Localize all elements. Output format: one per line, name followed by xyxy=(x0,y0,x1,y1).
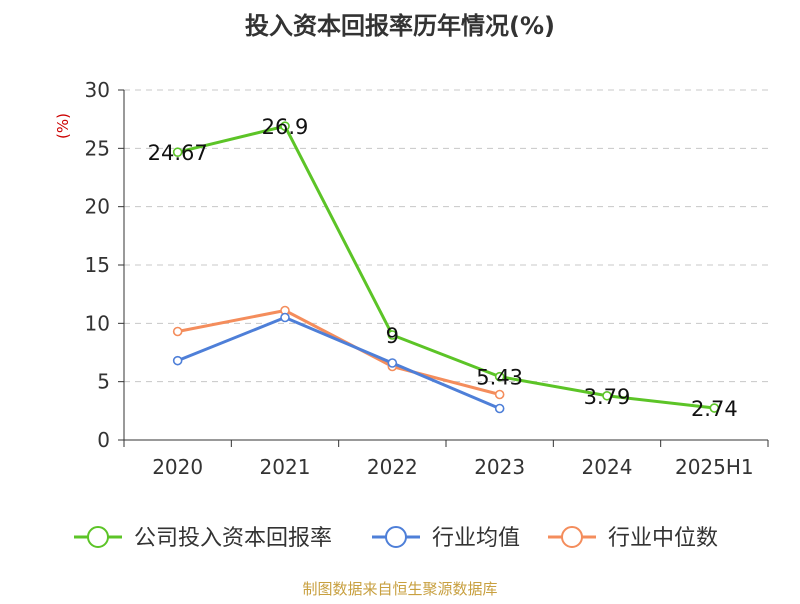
series-0 xyxy=(172,121,720,413)
y-tick-label: 5 xyxy=(97,370,110,394)
data-point xyxy=(387,330,398,340)
data-point xyxy=(387,358,398,368)
data-label: 26.9 xyxy=(262,115,309,139)
y-tick-label: 30 xyxy=(85,78,110,102)
data-point xyxy=(494,371,505,382)
data-point xyxy=(494,389,505,400)
series-line xyxy=(177,316,501,410)
data-label: 3.79 xyxy=(584,385,631,409)
legend-marker xyxy=(561,526,583,548)
data-point xyxy=(709,403,720,413)
x-tick-label: 2024 xyxy=(582,455,633,479)
x-tick-label: 2020 xyxy=(152,455,203,479)
legend-item[interactable]: 行业均值 xyxy=(372,526,520,551)
x-tick-labels: 2020 2021 2022 2023 2024 2025H1 xyxy=(152,455,753,479)
x-tick-label: 2025H1 xyxy=(675,455,754,479)
x-tick-label: 2023 xyxy=(474,455,525,479)
y-tick-label: 0 xyxy=(97,428,110,452)
series-1 xyxy=(172,312,505,414)
axes xyxy=(123,90,769,447)
data-point xyxy=(172,147,183,157)
y-tick-label: 20 xyxy=(85,195,110,219)
source-note: 制图数据来自恒生聚源数据库 xyxy=(302,580,497,598)
chart-title: 投入资本回报率历年情况(%) xyxy=(245,12,555,40)
data-label: 5.43 xyxy=(476,366,523,390)
series-line xyxy=(177,124,715,410)
legend-item[interactable]: 公司投入资本回报率 xyxy=(74,526,332,551)
legend-marker xyxy=(385,526,407,548)
y-tick-label: 10 xyxy=(85,311,110,335)
data-label: 24.67 xyxy=(148,141,208,165)
data-point xyxy=(494,403,505,414)
data-point xyxy=(602,390,612,401)
series-lines xyxy=(172,121,720,414)
data-point xyxy=(172,355,183,366)
legend-marker xyxy=(87,526,109,548)
x-tick-label: 2022 xyxy=(367,455,418,479)
series-2 xyxy=(172,305,505,400)
x-tick-label: 2021 xyxy=(260,455,311,479)
legend[interactable]: 公司投入资本回报率 行业均值 行业中位数 xyxy=(74,526,718,551)
legend-label: 行业中位数 xyxy=(608,526,718,551)
y-tick-label: 15 xyxy=(85,253,110,277)
series-line xyxy=(177,309,501,396)
data-point xyxy=(280,121,290,131)
y-axis-label: (%) xyxy=(54,113,72,139)
y-tick-label: 25 xyxy=(85,136,110,160)
legend-item[interactable]: 行业中位数 xyxy=(548,526,718,551)
data-label: 2.74 xyxy=(691,397,738,421)
data-point xyxy=(280,312,290,323)
legend-label: 公司投入资本回报率 xyxy=(134,526,332,551)
legend-label: 行业均值 xyxy=(432,526,520,551)
data-point xyxy=(172,326,183,337)
data-label: 9 xyxy=(386,324,399,348)
data-labels: 24.67 26.9 9 5.43 3.79 2.74 xyxy=(148,115,738,421)
y-tick-labels: 0 5 10 15 20 25 30 xyxy=(85,78,110,452)
